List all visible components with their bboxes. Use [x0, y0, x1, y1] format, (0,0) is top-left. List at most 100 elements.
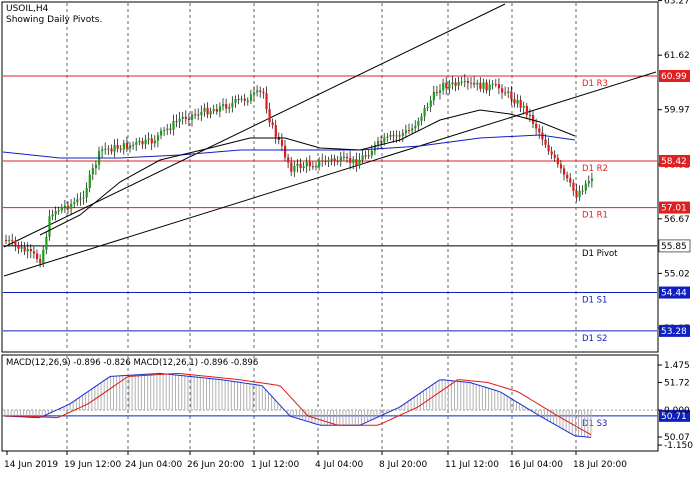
- candle: [246, 100, 249, 102]
- candle: [26, 249, 29, 252]
- candle: [141, 140, 144, 145]
- candle: [342, 156, 346, 158]
- candle: [290, 162, 293, 172]
- candle: [420, 116, 423, 121]
- pivot-tag-text-r2: 58.42: [661, 157, 687, 167]
- candle: [367, 155, 370, 157]
- candle: [587, 181, 590, 184]
- candle: [590, 178, 594, 182]
- moving-average-fast: [39, 109, 576, 236]
- candle: [23, 247, 26, 252]
- candle: [8, 240, 11, 242]
- candle: [404, 130, 408, 133]
- moving-average-slow: [2, 134, 576, 159]
- candle: [563, 168, 566, 175]
- candle: [175, 121, 178, 123]
- time-label: 1 Jul 12:00: [251, 460, 300, 470]
- candle: [178, 118, 181, 122]
- candle: [528, 114, 532, 116]
- candle: [147, 138, 150, 140]
- pivot-tag-r2: [659, 154, 690, 167]
- candle: [166, 128, 169, 130]
- price-label: 50.07: [664, 433, 690, 443]
- candle: [63, 205, 67, 208]
- candle: [457, 81, 460, 86]
- candle: [237, 99, 240, 101]
- candle: [559, 164, 563, 169]
- candle: [463, 81, 466, 83]
- candle: [584, 183, 587, 191]
- candle: [206, 107, 209, 115]
- price-label: 56.67: [664, 215, 690, 225]
- candle: [401, 132, 404, 136]
- candle: [566, 174, 569, 179]
- candle: [544, 139, 547, 145]
- pivot-label-r2: D1 R2: [582, 164, 608, 174]
- candle: [132, 144, 135, 146]
- candle: [482, 82, 485, 89]
- candle: [129, 145, 132, 149]
- candle: [398, 135, 401, 137]
- price-panel: [1, 1, 659, 353]
- candle: [57, 210, 60, 212]
- candle: [296, 163, 299, 167]
- candle: [51, 214, 54, 217]
- candle: [70, 203, 73, 209]
- time-axis: 14 Jun 2019 19 Jun 12:00 24 Jun 04:00 26 Ju…: [4, 451, 627, 470]
- candle: [67, 205, 70, 209]
- macd-signal-line: [5, 372, 592, 436]
- candle: [125, 143, 129, 149]
- candle: [575, 190, 578, 198]
- macd-panel: [1, 354, 659, 452]
- candle: [333, 158, 336, 161]
- candle: [411, 128, 414, 131]
- candle: [395, 135, 398, 137]
- candle: [525, 105, 528, 115]
- candle: [510, 91, 513, 100]
- candle: [386, 136, 389, 138]
- candle: [460, 81, 463, 83]
- candle: [39, 259, 42, 264]
- candle: [163, 129, 166, 131]
- time-label: 16 Jul 04:00: [509, 460, 563, 470]
- candle: [439, 90, 442, 93]
- candle: [234, 99, 237, 103]
- candle: [522, 105, 525, 108]
- candle: [156, 135, 160, 141]
- macd-axis: 1.475 0.000 -1.150: [658, 361, 693, 451]
- candle: [29, 249, 32, 252]
- candle: [470, 82, 473, 84]
- candle: [20, 247, 23, 249]
- candle: [547, 144, 550, 152]
- candle: [380, 140, 383, 143]
- candle: [513, 99, 516, 104]
- pivot-tag-text-r3: 60.99: [661, 72, 687, 82]
- candle: [181, 116, 184, 119]
- pivot-tag-text-s2: 53.28: [661, 327, 687, 337]
- candle: [222, 104, 225, 107]
- candle: [336, 160, 339, 162]
- candle: [262, 91, 265, 94]
- candle: [349, 157, 352, 163]
- candle: [318, 160, 321, 167]
- candle: [358, 159, 361, 166]
- candle: [287, 157, 290, 163]
- candle: [5, 240, 8, 241]
- candle: [408, 130, 411, 132]
- candle: [538, 128, 541, 133]
- candle: [494, 84, 497, 86]
- candle: [14, 240, 17, 246]
- pivot-tag-r1: [659, 201, 690, 214]
- candle: [414, 125, 417, 129]
- candle: [76, 199, 79, 203]
- candle: [435, 91, 439, 93]
- pivot-tag-s1: [659, 286, 690, 299]
- candle: [101, 149, 104, 152]
- candle: [36, 253, 39, 260]
- candle: [17, 245, 20, 249]
- candle: [302, 166, 305, 169]
- candle: [556, 157, 559, 165]
- candle: [308, 161, 311, 167]
